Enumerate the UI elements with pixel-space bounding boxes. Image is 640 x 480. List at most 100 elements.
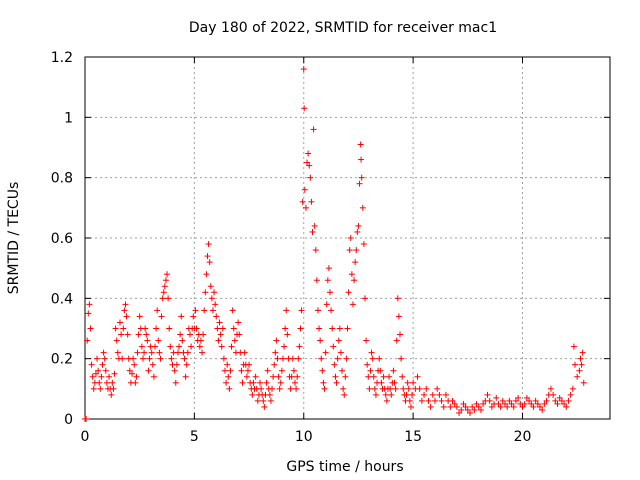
data-point [510, 403, 517, 410]
data-point [95, 367, 102, 374]
data-point [512, 397, 519, 404]
data-point [486, 397, 493, 404]
data-point [184, 349, 191, 356]
data-point [244, 367, 251, 374]
data-point [83, 416, 90, 422]
data-point [371, 385, 378, 392]
data-point [307, 174, 314, 181]
data-point [112, 325, 119, 332]
data-point [541, 400, 548, 407]
data-point [273, 337, 280, 344]
data-point [394, 295, 401, 302]
data-point [304, 159, 311, 166]
data-point [254, 397, 261, 404]
data-point [499, 397, 506, 404]
data-point [378, 379, 385, 386]
data-point [171, 367, 178, 374]
data-point [369, 355, 376, 362]
data-point [149, 361, 156, 368]
data-point [296, 343, 303, 350]
data-point [168, 355, 175, 362]
data-point [172, 379, 179, 386]
data-point [211, 289, 218, 296]
data-point [188, 343, 195, 350]
data-point [271, 361, 278, 368]
data-point [213, 313, 220, 320]
data-point [539, 406, 546, 413]
data-point [347, 235, 354, 241]
data-point [314, 307, 321, 314]
data-point [134, 349, 141, 356]
data-point [260, 397, 267, 404]
data-point [451, 400, 458, 407]
data-point [154, 307, 161, 314]
data-point [475, 403, 482, 410]
data-point [301, 105, 308, 112]
data-point [220, 355, 227, 362]
data-point [120, 325, 127, 332]
data-point [504, 403, 511, 410]
data-point [333, 379, 340, 386]
data-point [182, 373, 189, 380]
data-point [199, 349, 206, 356]
data-point [167, 343, 174, 350]
data-point [87, 325, 94, 332]
data-point [181, 355, 188, 362]
data-point [281, 343, 288, 350]
data-point [164, 271, 171, 278]
data-point [574, 373, 581, 380]
data-point [277, 379, 284, 386]
data-point [246, 361, 253, 368]
data-point [203, 271, 210, 278]
data-point [367, 367, 374, 374]
data-point [243, 373, 250, 380]
data-point [282, 325, 289, 332]
data-point [395, 313, 402, 320]
data-point [324, 277, 331, 284]
data-point [344, 325, 351, 332]
data-point [414, 373, 421, 380]
data-point [493, 394, 500, 401]
data-point [580, 379, 587, 386]
data-point [532, 397, 539, 404]
data-point [84, 337, 91, 344]
y-tick-label: 0.2 [51, 352, 73, 368]
data-point [537, 403, 543, 410]
data-point [288, 373, 295, 380]
data-point [236, 331, 243, 338]
data-point [179, 337, 186, 344]
y-tick-label: 1.2 [51, 50, 73, 66]
data-point [177, 331, 184, 338]
data-point [358, 174, 365, 181]
data-point [99, 361, 106, 368]
data-point [261, 403, 268, 410]
data-point [327, 289, 333, 296]
data-point [353, 247, 360, 254]
data-point [359, 204, 366, 211]
data-point [484, 391, 491, 398]
data-point [223, 379, 230, 386]
data-point [126, 367, 133, 374]
data-point [386, 373, 393, 380]
data-point [132, 379, 139, 386]
y-tick-label: 0.8 [51, 171, 73, 187]
data-point [358, 156, 365, 163]
data-point [317, 337, 324, 344]
data-point [567, 391, 574, 398]
data-point [355, 222, 362, 229]
data-point [376, 355, 383, 362]
data-point [576, 367, 583, 374]
data-point [287, 385, 294, 392]
data-point [110, 385, 117, 392]
data-point [323, 301, 330, 308]
data-point [193, 325, 200, 332]
data-point [94, 355, 101, 362]
data-point [122, 301, 129, 308]
x-axis-label: GPS time / hours [286, 459, 403, 475]
data-point [241, 349, 248, 356]
data-point [399, 373, 406, 380]
data-point [325, 265, 332, 272]
y-tick-label: 1 [64, 110, 73, 126]
data-point [214, 325, 221, 332]
